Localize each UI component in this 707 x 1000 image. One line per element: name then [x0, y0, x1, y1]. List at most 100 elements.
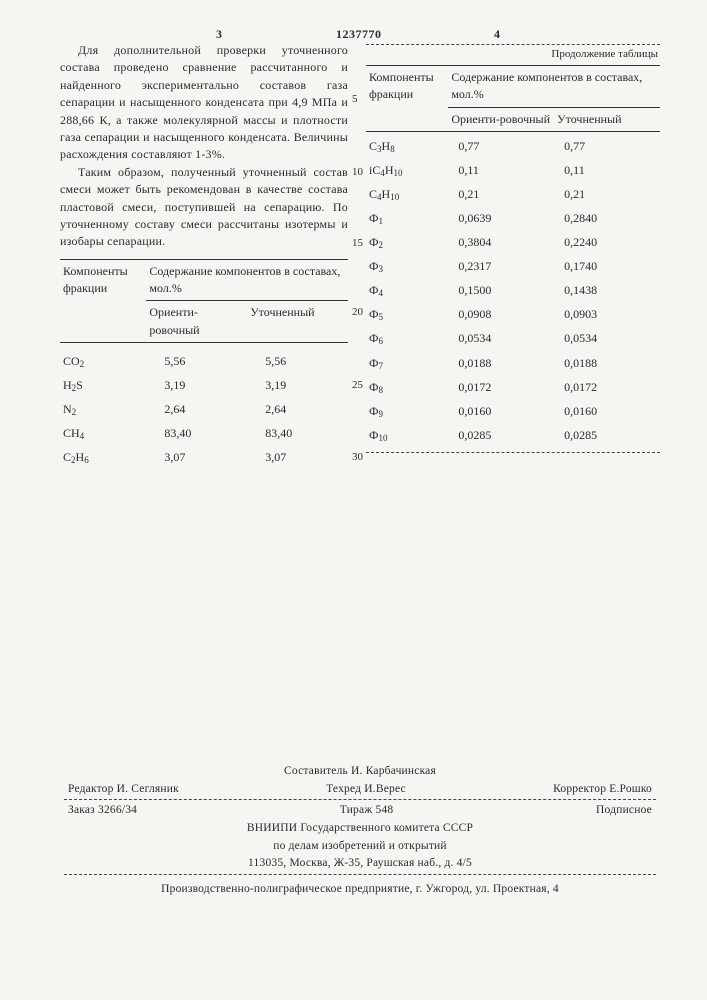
cell-component: Ф9: [366, 400, 448, 424]
cell-component: Ф5: [366, 303, 448, 327]
cell-orient: 0,11: [448, 159, 554, 183]
th-orient: Ориенти-ровочный: [146, 301, 247, 343]
rule: [64, 874, 656, 875]
th-components: Компоненты фракции: [366, 65, 448, 131]
cell-orient: 0,21: [448, 183, 554, 207]
document-number: 1237770: [336, 26, 382, 43]
org-address: 113035, Москва, Ж-35, Раушская наб., д. …: [64, 855, 656, 872]
cell-refined: 0,1740: [554, 255, 660, 279]
cell-refined: 0,0903: [554, 303, 660, 327]
cell-component: Ф6: [366, 327, 448, 351]
cell-component: iC4H10: [366, 159, 448, 183]
print-house: Производственно-полиграфическое предприя…: [64, 881, 656, 898]
th-refined: Уточненный: [247, 301, 348, 343]
rule: [366, 44, 660, 45]
cell-orient: 0,0908: [448, 303, 554, 327]
cell-orient: 0,0160: [448, 400, 554, 424]
table-row: Ф100,02850,0285: [366, 424, 660, 448]
rule: [64, 799, 656, 800]
podpisnoe: Подписное: [596, 802, 652, 819]
cell-orient: 0,0172: [448, 376, 554, 400]
table-row: iC4H100,110,11: [366, 159, 660, 183]
compiler: Составитель И. Карбачинская: [64, 763, 656, 780]
table-row: Ф10,06390,2840: [366, 207, 660, 231]
table-row: H2S3,193,19: [60, 374, 348, 398]
cell-component: Ф8: [366, 376, 448, 400]
cell-component: C3H8: [366, 132, 448, 160]
cell-orient: 3,19: [146, 374, 247, 398]
th-content: Содержание компонентов в составах, мол.%: [448, 65, 660, 107]
paragraph-1: Для дополнительной проверки уточненного …: [60, 42, 348, 164]
cell-orient: 0,0534: [448, 327, 554, 351]
table-row: Ф40,15000,1438: [366, 279, 660, 303]
cell-orient: 5,56: [146, 343, 247, 375]
cell-refined: 3,07: [247, 446, 348, 470]
cell-component: Ф1: [366, 207, 448, 231]
cell-refined: 2,64: [247, 398, 348, 422]
cell-component: CO2: [60, 343, 146, 375]
page-num-left: 3: [216, 26, 222, 43]
paragraph-2: Таким образом, полученный уточненный сос…: [60, 164, 348, 251]
corrector: Корректор Е.Рошко: [553, 781, 652, 798]
table-row: C3H80,770,77: [366, 132, 660, 160]
th-content: Содержание компонентов в составах, мол.%: [146, 259, 348, 301]
left-column: Для дополнительной проверки уточненного …: [60, 42, 360, 470]
cell-component: Ф4: [366, 279, 448, 303]
continuation-label: Продолжение таблицы: [366, 47, 660, 65]
page-num-right: 4: [494, 26, 500, 43]
cell-refined: 0,0188: [554, 352, 660, 376]
cell-orient: 0,3804: [448, 231, 554, 255]
right-column: Продолжение таблицы Компоненты фракции С…: [360, 42, 660, 470]
table-left: Компоненты фракции Содержание компоненто…: [60, 259, 348, 471]
cell-orient: 0,77: [448, 132, 554, 160]
cell-refined: 0,1438: [554, 279, 660, 303]
cell-component: C2H6: [60, 446, 146, 470]
editor: Редактор И. Сегляник: [68, 781, 179, 798]
table-row: Ф20,38040,2240: [366, 231, 660, 255]
cell-refined: 0,77: [554, 132, 660, 160]
cell-refined: 0,0285: [554, 424, 660, 448]
table-row: Ф60,05340,0534: [366, 327, 660, 351]
cell-refined: 5,56: [247, 343, 348, 375]
table-row: CH483,4083,40: [60, 422, 348, 446]
table-row: CO25,565,56: [60, 343, 348, 375]
cell-orient: 0,0639: [448, 207, 554, 231]
cell-orient: 2,64: [146, 398, 247, 422]
cell-orient: 3,07: [146, 446, 247, 470]
table-row: Ф30,23170,1740: [366, 255, 660, 279]
cell-refined: 0,21: [554, 183, 660, 207]
cell-orient: 0,1500: [448, 279, 554, 303]
table-row: Ф50,09080,0903: [366, 303, 660, 327]
table-row: Ф90,01600,0160: [366, 400, 660, 424]
cell-component: CH4: [60, 422, 146, 446]
cell-refined: 0,2240: [554, 231, 660, 255]
cell-component: N2: [60, 398, 146, 422]
tech-editor: Техред И.Верес: [326, 781, 406, 798]
table-row: Ф80,01720,0172: [366, 376, 660, 400]
cell-orient: 0,2317: [448, 255, 554, 279]
order-number: Заказ 3266/34: [68, 802, 137, 819]
cell-component: Ф2: [366, 231, 448, 255]
page: 3 1237770 4 5 10 15 20 25 30 Для дополни…: [0, 0, 707, 1000]
cell-refined: 83,40: [247, 422, 348, 446]
cell-orient: 83,40: [146, 422, 247, 446]
rule: [366, 452, 660, 453]
cell-component: C4H10: [366, 183, 448, 207]
cell-refined: 0,2840: [554, 207, 660, 231]
table-row: C4H100,210,21: [366, 183, 660, 207]
table-right: Компоненты фракции Содержание компоненто…: [366, 65, 660, 448]
cell-refined: 0,0160: [554, 400, 660, 424]
cell-refined: 0,11: [554, 159, 660, 183]
th-components: Компоненты фракции: [60, 259, 146, 343]
cell-component: Ф3: [366, 255, 448, 279]
table-row: Ф70,01880,0188: [366, 352, 660, 376]
cell-refined: 3,19: [247, 374, 348, 398]
table-row: C2H63,073,07: [60, 446, 348, 470]
cell-refined: 0,0534: [554, 327, 660, 351]
tirazh: Тираж 548: [340, 802, 394, 819]
cell-refined: 0,0172: [554, 376, 660, 400]
cell-component: H2S: [60, 374, 146, 398]
footer-block: Составитель И. Карбачинская Редактор И. …: [64, 762, 656, 899]
table-row: N22,642,64: [60, 398, 348, 422]
cell-orient: 0,0188: [448, 352, 554, 376]
